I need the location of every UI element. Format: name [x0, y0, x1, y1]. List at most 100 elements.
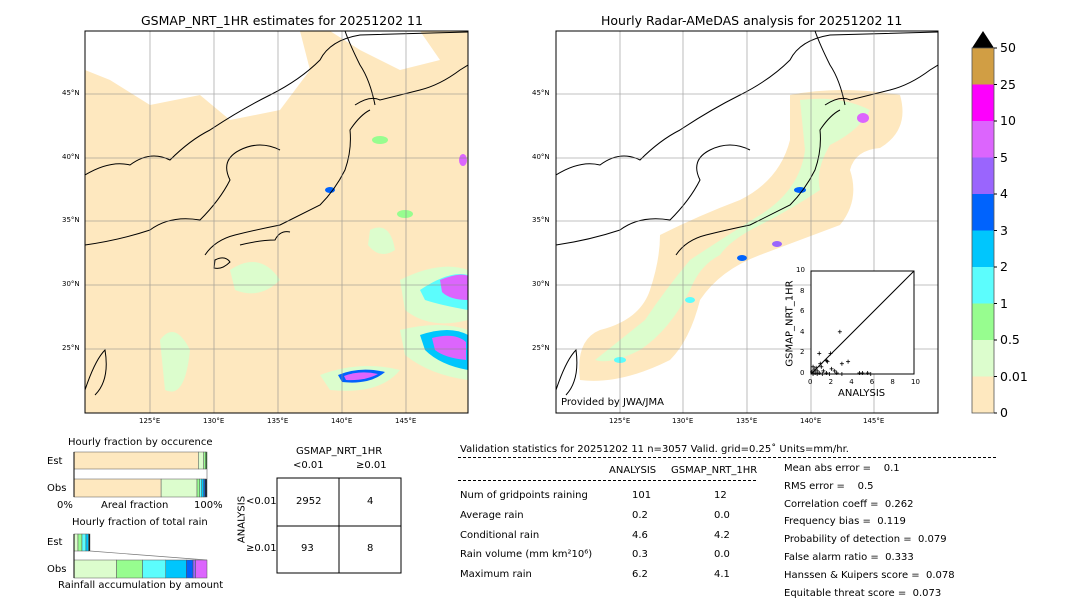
est-bar-segment [85, 533, 89, 552]
obs-bar-segment [192, 559, 196, 579]
est-bar-segment [77, 533, 83, 552]
scatter-point [860, 370, 865, 375]
colorbar-tick-label: 0.01 [1000, 368, 1028, 384]
est-bar-segment [81, 533, 87, 552]
colorbar-segment [972, 157, 994, 194]
stats-row-label: Num of gridpoints raining [460, 490, 588, 501]
rain-est-label: Est [47, 537, 63, 548]
stats-row-label: Maximum rain [460, 569, 532, 580]
est-bar-segment [205, 451, 208, 470]
stats-score: RMS error = 0.5 [784, 480, 874, 492]
stats-score: Hanssen & Kuipers score = 0.078 [784, 569, 955, 581]
colorbar-tick-label: 10 [1000, 113, 1016, 128]
contingency-grid [276, 477, 402, 574]
scatter-point [817, 370, 822, 375]
scatter-point [865, 370, 870, 375]
lat-label: 25°N [532, 344, 550, 352]
fraction-bars [73, 451, 208, 579]
stats-analysis-value: 0.3 [632, 549, 648, 560]
stats-gsmap-value: 0.0 [714, 510, 730, 521]
stats-col-analysis: ANALYSIS [609, 465, 657, 476]
colorbar-segment [972, 303, 994, 340]
scatter-ylabel: GSMAP_NRT_1HR [784, 280, 796, 367]
scatter-xtick: 2 [828, 378, 834, 386]
scatter-point [814, 365, 819, 370]
lon-label: 145°E [395, 417, 417, 425]
occ-x0-label: 0% [57, 500, 73, 511]
scatter-xtick: 4 [849, 378, 854, 386]
scatter-point [839, 361, 844, 366]
scatter-ytick: 10 [796, 266, 805, 274]
contingency-row-label-0: <0.01 [246, 496, 277, 507]
stats-row-label: Conditional rain [460, 530, 540, 541]
scatter-ytick: 8 [800, 286, 805, 295]
stats-analysis-value: 6.2 [632, 569, 648, 580]
stats-analysis-value: 4.6 [632, 530, 648, 541]
colorbar-extend-arrow [972, 31, 994, 48]
lat-label: 35°N [62, 216, 80, 224]
stats-score: Probability of detection = 0.079 [784, 534, 947, 546]
occurrence-title: Hourly fraction by occurence [68, 437, 213, 448]
scatter-point [824, 370, 829, 375]
colorbar-tick-label: 5 [1000, 149, 1008, 165]
scatter-point [817, 351, 822, 356]
colorbar-segment [972, 376, 994, 413]
colorbar-segment [972, 230, 994, 267]
lat-label: 45°N [532, 89, 550, 97]
stats-score: Mean abs error = 0.1 [784, 463, 900, 474]
lon-label: 125°E [139, 417, 161, 425]
occ-obs-label: Obs [47, 483, 67, 494]
est-bar-segment [73, 451, 199, 470]
colorbar-segment [972, 48, 994, 85]
diagonal-line [810, 270, 915, 375]
lon-label: 125°E [609, 417, 631, 425]
stats-divider [458, 457, 996, 458]
lat-label: 30°N [62, 280, 80, 288]
stats-score: Correlation coeff = 0.262 [784, 498, 914, 510]
scatter-point [821, 368, 826, 373]
scatter-xtick: 10 [911, 378, 920, 386]
lon-label: 140°E [331, 417, 353, 425]
obs-bar-segment [201, 478, 204, 498]
scatter-point [837, 329, 842, 334]
scatter-point [811, 372, 816, 376]
obs-bar-segment [142, 559, 167, 579]
colorbar-segment [972, 194, 994, 231]
scatter-ytick: 0 [800, 369, 805, 377]
colorbar-tick-label: 0 [1000, 405, 1008, 420]
rain-obs-label: Obs [47, 564, 67, 575]
colorbar-segment [972, 121, 994, 158]
lat-label: 40°N [532, 153, 550, 161]
scatter-point [813, 370, 818, 375]
est-bar-segment [73, 533, 79, 552]
lon-label: 130°E [672, 417, 694, 425]
right-map-title: Hourly Radar-AMeDAS analysis for 2025120… [601, 13, 903, 28]
colorbar-segment [972, 340, 994, 377]
stats-score: Frequency bias = 0.119 [784, 516, 906, 528]
scatter-point [829, 366, 834, 371]
contingency-cell: 4 [367, 496, 374, 507]
contingency-col-label-1: ≥0.01 [356, 460, 387, 471]
obs-bar-segment [199, 478, 202, 498]
rain-xlabel: Rainfall accumulation by amount [58, 580, 224, 591]
lon-label: 140°E [800, 417, 822, 425]
colorbar-segment [972, 267, 994, 304]
scatter-ytick: 2 [800, 348, 805, 357]
scatter-point [846, 359, 851, 364]
lat-label: 25°N [62, 344, 80, 352]
lon-label: 145°E [863, 417, 885, 425]
obs-bar-segment [116, 559, 143, 579]
scatter-point [815, 372, 820, 376]
obs-bar-segment [73, 559, 117, 579]
contingency-col-label-0: <0.01 [293, 460, 324, 471]
obs-bar-segment [165, 559, 187, 579]
lon-label: 130°E [203, 417, 225, 425]
occ-est-label: Est [47, 456, 63, 467]
scatter-point [812, 367, 817, 372]
stats-table-divider [458, 480, 756, 481]
scatter-point [825, 359, 830, 364]
contingency-cell: 2952 [296, 496, 322, 507]
stats-col-gsmap: GSMAP_NRT_1HR [671, 465, 758, 476]
obs-bar-segment [73, 478, 162, 498]
